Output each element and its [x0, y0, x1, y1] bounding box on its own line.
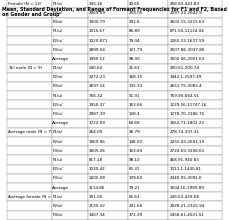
Text: Mean, Standard Deviation, and Range of Formant Frequencies for F1 and F2, Based : Mean, Standard Deviation, and Range of F… — [2, 7, 227, 17]
